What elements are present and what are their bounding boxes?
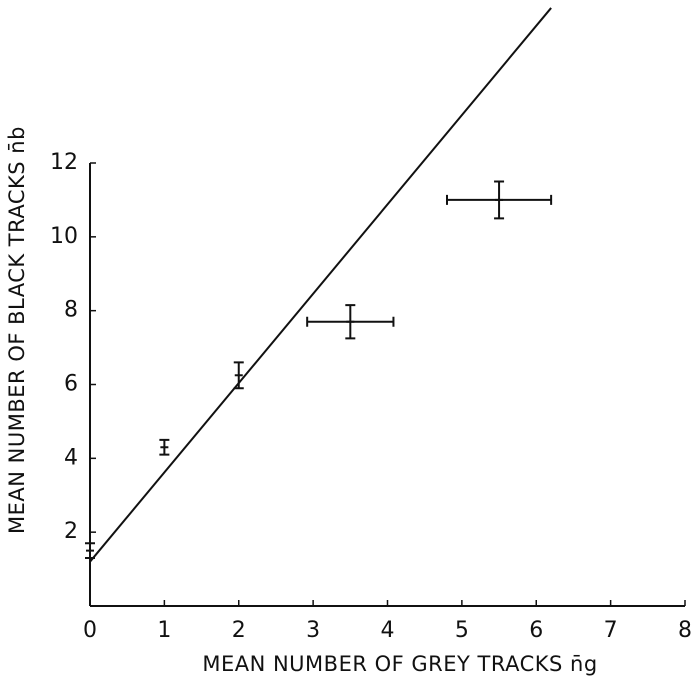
y-tick-label: 4	[64, 445, 78, 470]
y-tick-label: 2	[64, 519, 78, 544]
fit-line	[89, 7, 552, 563]
y-axis-title: MEAN NUMBER OF BLACK TRACKS n̄b	[5, 126, 29, 534]
y-tick-label: 12	[50, 150, 78, 175]
x-tick-label: 1	[157, 618, 171, 643]
x-tick-label: 8	[678, 618, 692, 643]
x-tick-label: 4	[381, 618, 395, 643]
y-tick-label: 6	[64, 372, 78, 397]
x-tick-label: 7	[604, 618, 618, 643]
x-tick-label: 3	[306, 618, 320, 643]
x-axis-title: MEAN NUMBER OF GREY TRACKS n̄g	[202, 652, 597, 676]
y-tick-label: 8	[64, 298, 78, 323]
x-tick-label: 0	[83, 618, 97, 643]
x-tick-label: 2	[232, 618, 246, 643]
x-tick-label: 5	[455, 618, 469, 643]
x-tick-label: 6	[529, 618, 543, 643]
y-tick-label: 10	[50, 224, 78, 249]
